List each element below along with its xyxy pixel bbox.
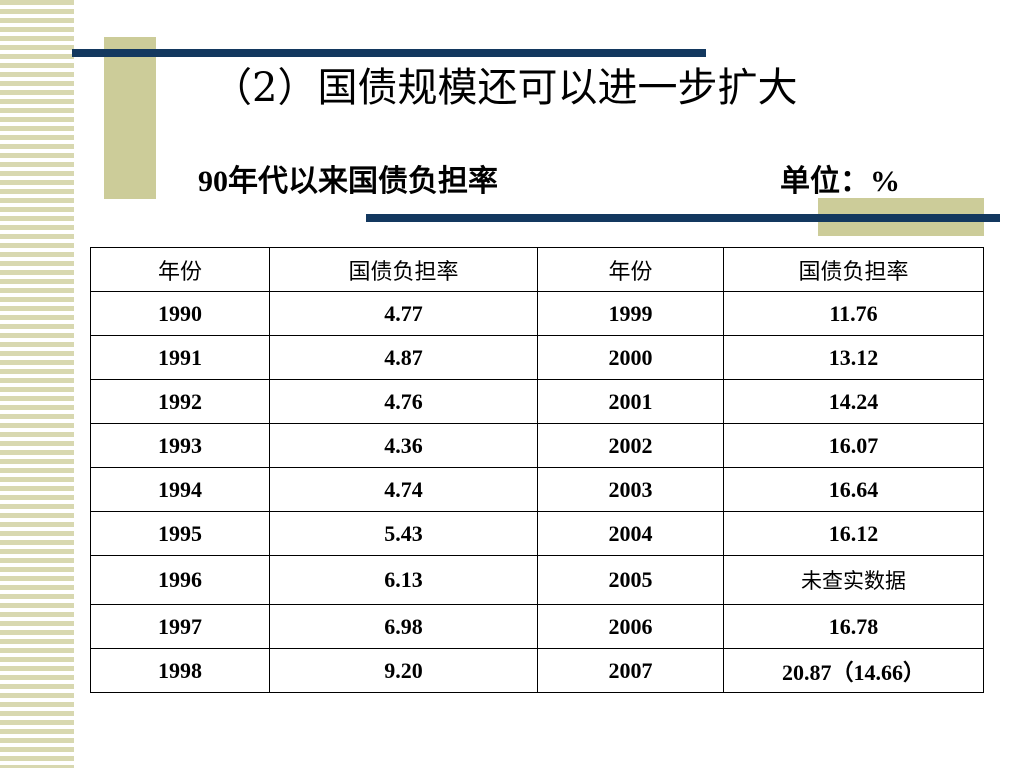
cell-year: 1996 (90, 555, 270, 605)
table-header-row: 年份 国债负担率 年份 国债负担率 (90, 247, 984, 292)
cell-ratio: 4.87 (269, 335, 538, 380)
cell-year: 1990 (90, 291, 270, 336)
cell-ratio: 4.76 (269, 379, 538, 424)
bottom-rule-line (366, 214, 1000, 222)
cell-year: 2001 (537, 379, 724, 424)
cell-ratio: 16.12 (723, 511, 984, 556)
cell-ratio: 11.76 (723, 291, 984, 336)
cell-ratio: 4.74 (269, 467, 538, 512)
cell-ratio: 13.12 (723, 335, 984, 380)
table-row: 1998 9.20 2007 20.87（14.66） (90, 648, 984, 693)
unit-label: 单位：% (780, 165, 900, 198)
cell-ratio: 6.98 (269, 604, 538, 649)
top-rule-line (72, 49, 706, 57)
cell-ratio: 5.43 (269, 511, 538, 556)
cell-year: 1993 (90, 423, 270, 468)
cell-year: 2003 (537, 467, 724, 512)
cell-year: 1999 (537, 291, 724, 336)
debt-ratio-table: 年份 国债负担率 年份 国债负担率 1990 4.77 1999 11.76 1… (90, 247, 984, 693)
header-ratio-1: 国债负担率 (269, 247, 538, 292)
header-year-2: 年份 (537, 247, 724, 292)
left-stripe-decoration (0, 0, 74, 768)
cell-year: 2004 (537, 511, 724, 556)
cell-ratio: 6.13 (269, 555, 538, 605)
cell-year: 1991 (90, 335, 270, 380)
header-ratio-2: 国债负担率 (723, 247, 984, 292)
cell-ratio: 16.78 (723, 604, 984, 649)
header-year-1: 年份 (90, 247, 270, 292)
slide-title: （2）国债规模还可以进一步扩大 (212, 65, 798, 111)
cell-year: 2007 (537, 648, 724, 693)
cell-ratio-missing: 未查实数据 (723, 555, 984, 605)
cell-year: 2002 (537, 423, 724, 468)
cell-ratio: 9.20 (269, 648, 538, 693)
table-row: 1996 6.13 2005 未查实数据 (90, 555, 984, 605)
cell-year: 1992 (90, 379, 270, 424)
table-row: 1994 4.74 2003 16.64 (90, 467, 984, 512)
cell-year: 2006 (537, 604, 724, 649)
table-row: 1991 4.87 2000 13.12 (90, 335, 984, 380)
table-row: 1995 5.43 2004 16.12 (90, 511, 984, 556)
cell-year: 1994 (90, 467, 270, 512)
table-caption: 90年代以来国债负担率 (198, 165, 498, 198)
cell-ratio: 20.87（14.66） (723, 648, 984, 693)
olive-block-decoration (104, 37, 156, 199)
cell-year: 1995 (90, 511, 270, 556)
table-row: 1990 4.77 1999 11.76 (90, 291, 984, 336)
cell-ratio: 16.07 (723, 423, 984, 468)
table-row: 1993 4.36 2002 16.07 (90, 423, 984, 468)
cell-year: 1997 (90, 604, 270, 649)
cell-ratio: 16.64 (723, 467, 984, 512)
cell-year: 2000 (537, 335, 724, 380)
cell-ratio: 14.24 (723, 379, 984, 424)
cell-ratio: 4.77 (269, 291, 538, 336)
table-row: 1992 4.76 2001 14.24 (90, 379, 984, 424)
cell-ratio: 4.36 (269, 423, 538, 468)
table-row: 1997 6.98 2006 16.78 (90, 604, 984, 649)
cell-year: 1998 (90, 648, 270, 693)
cell-year: 2005 (537, 555, 724, 605)
